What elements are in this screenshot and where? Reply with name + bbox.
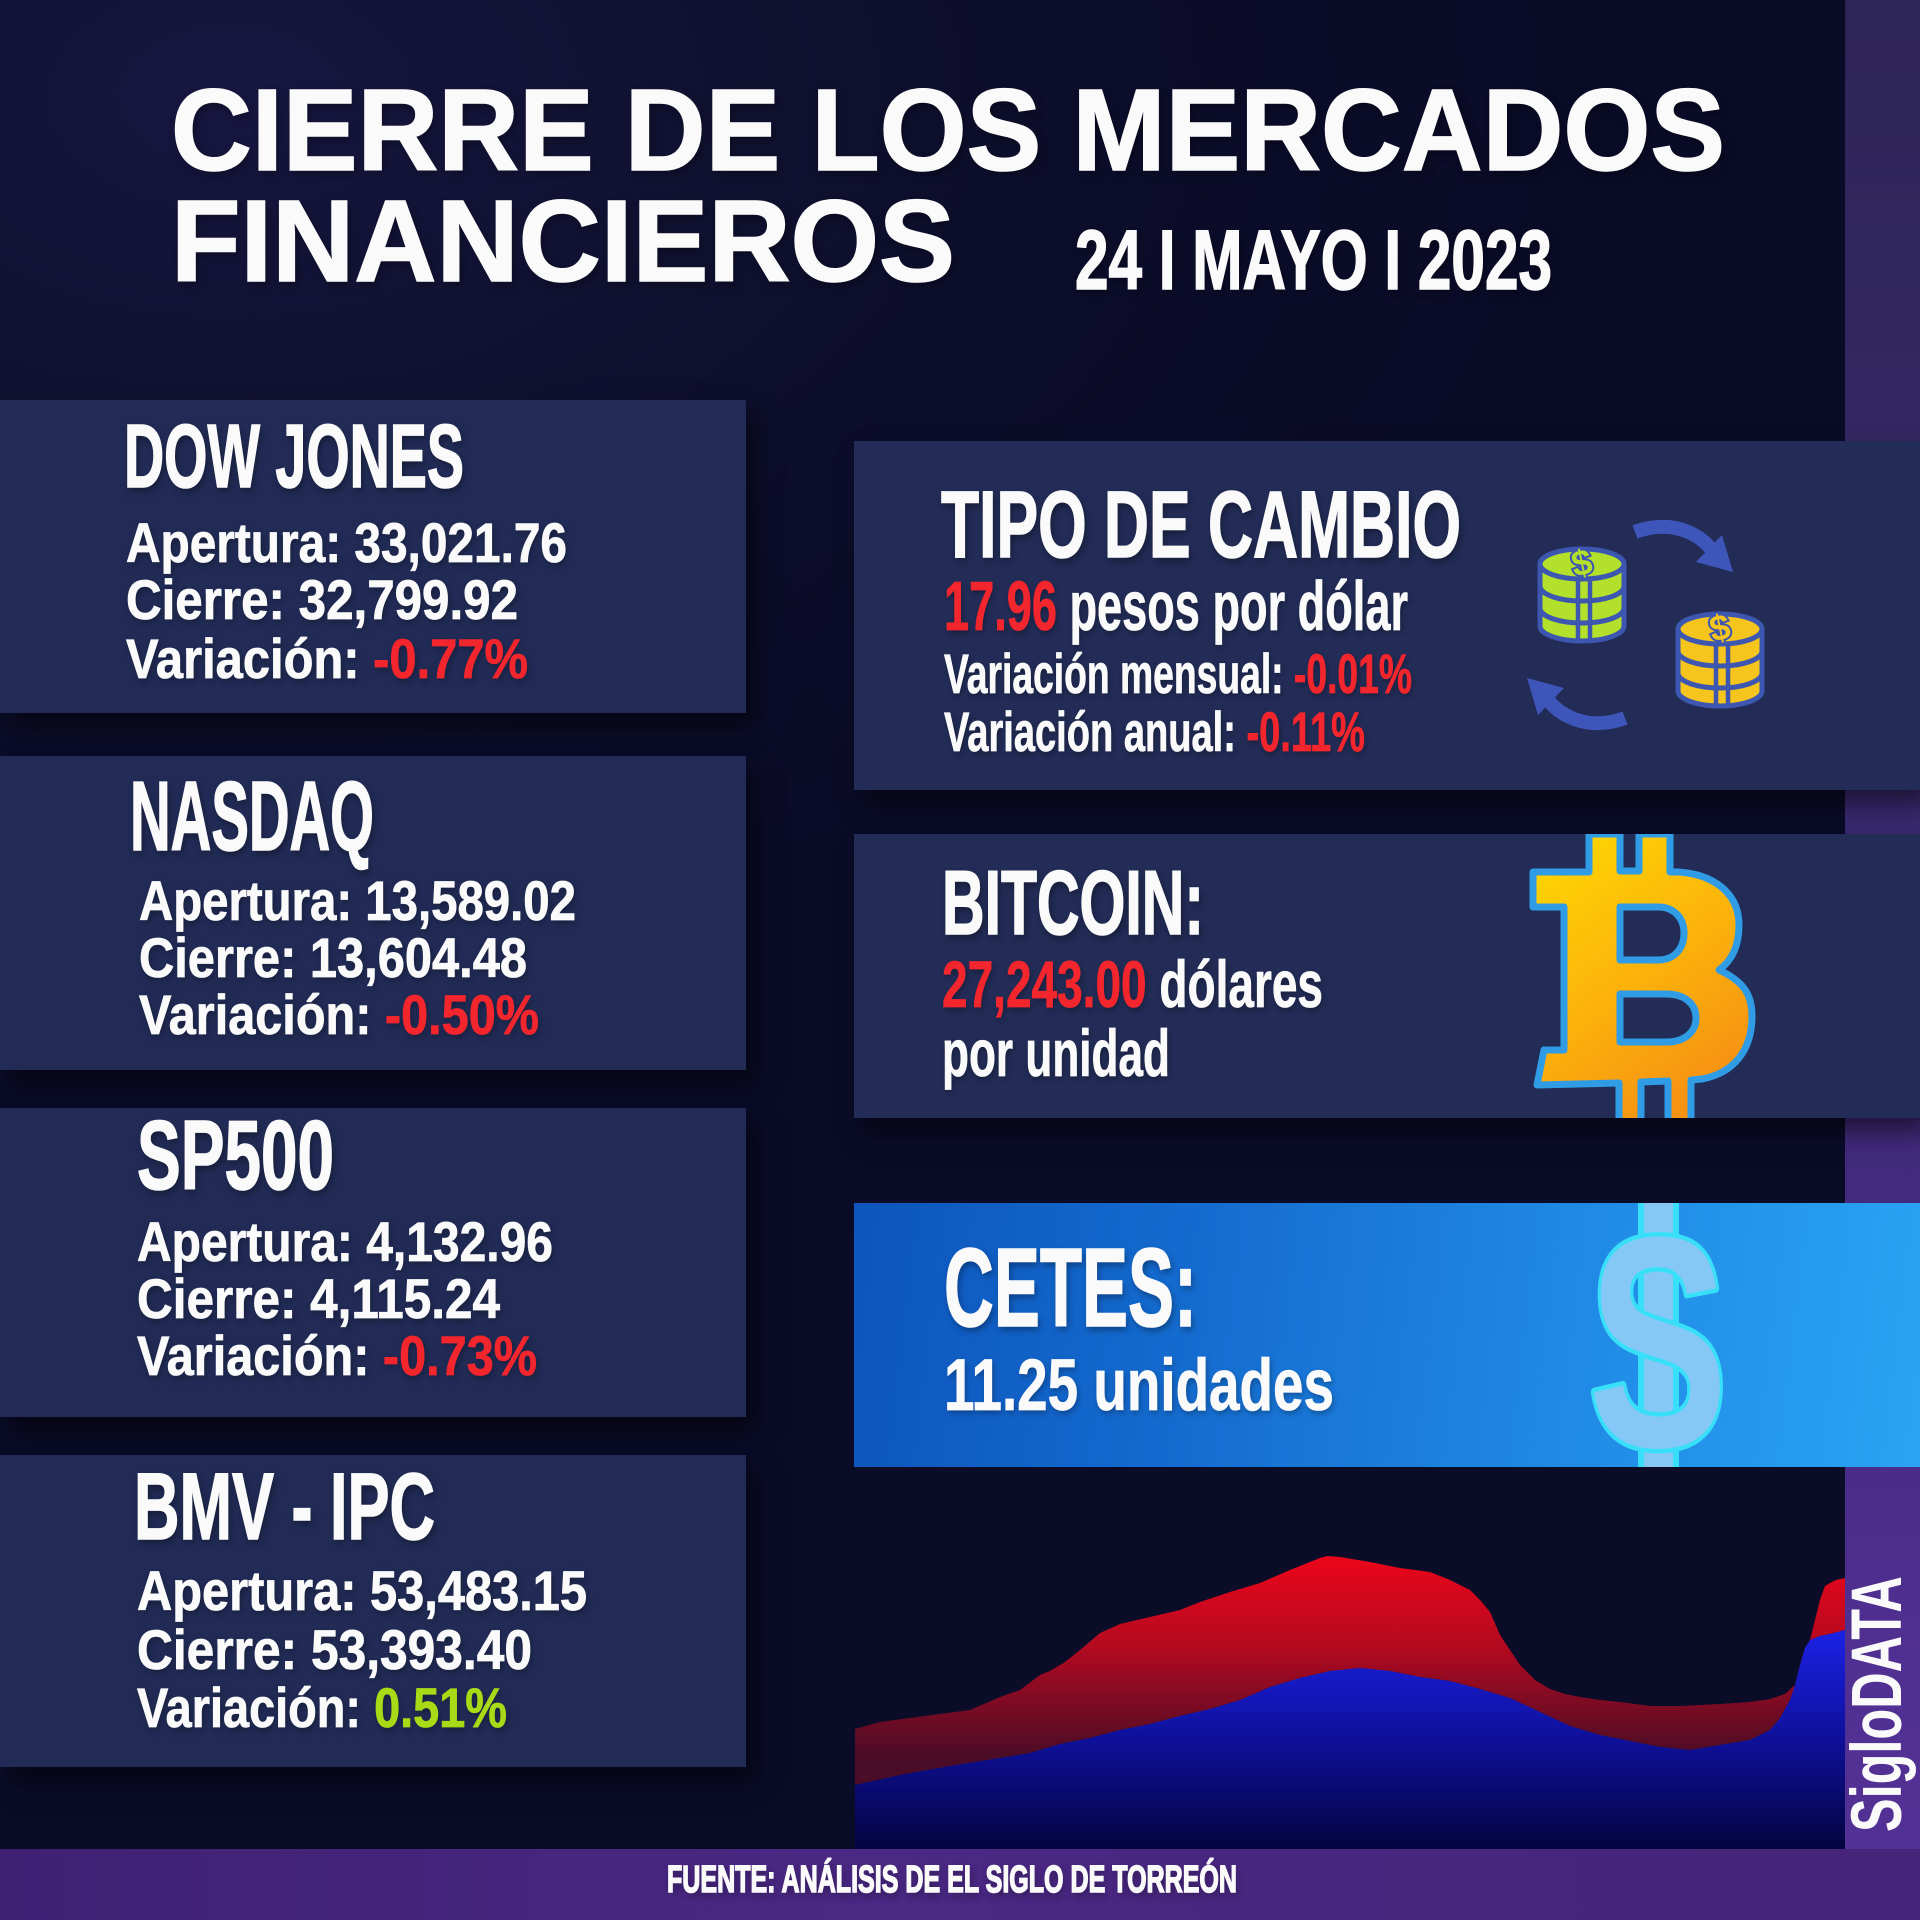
svg-text:S: S — [1588, 1203, 1728, 1467]
